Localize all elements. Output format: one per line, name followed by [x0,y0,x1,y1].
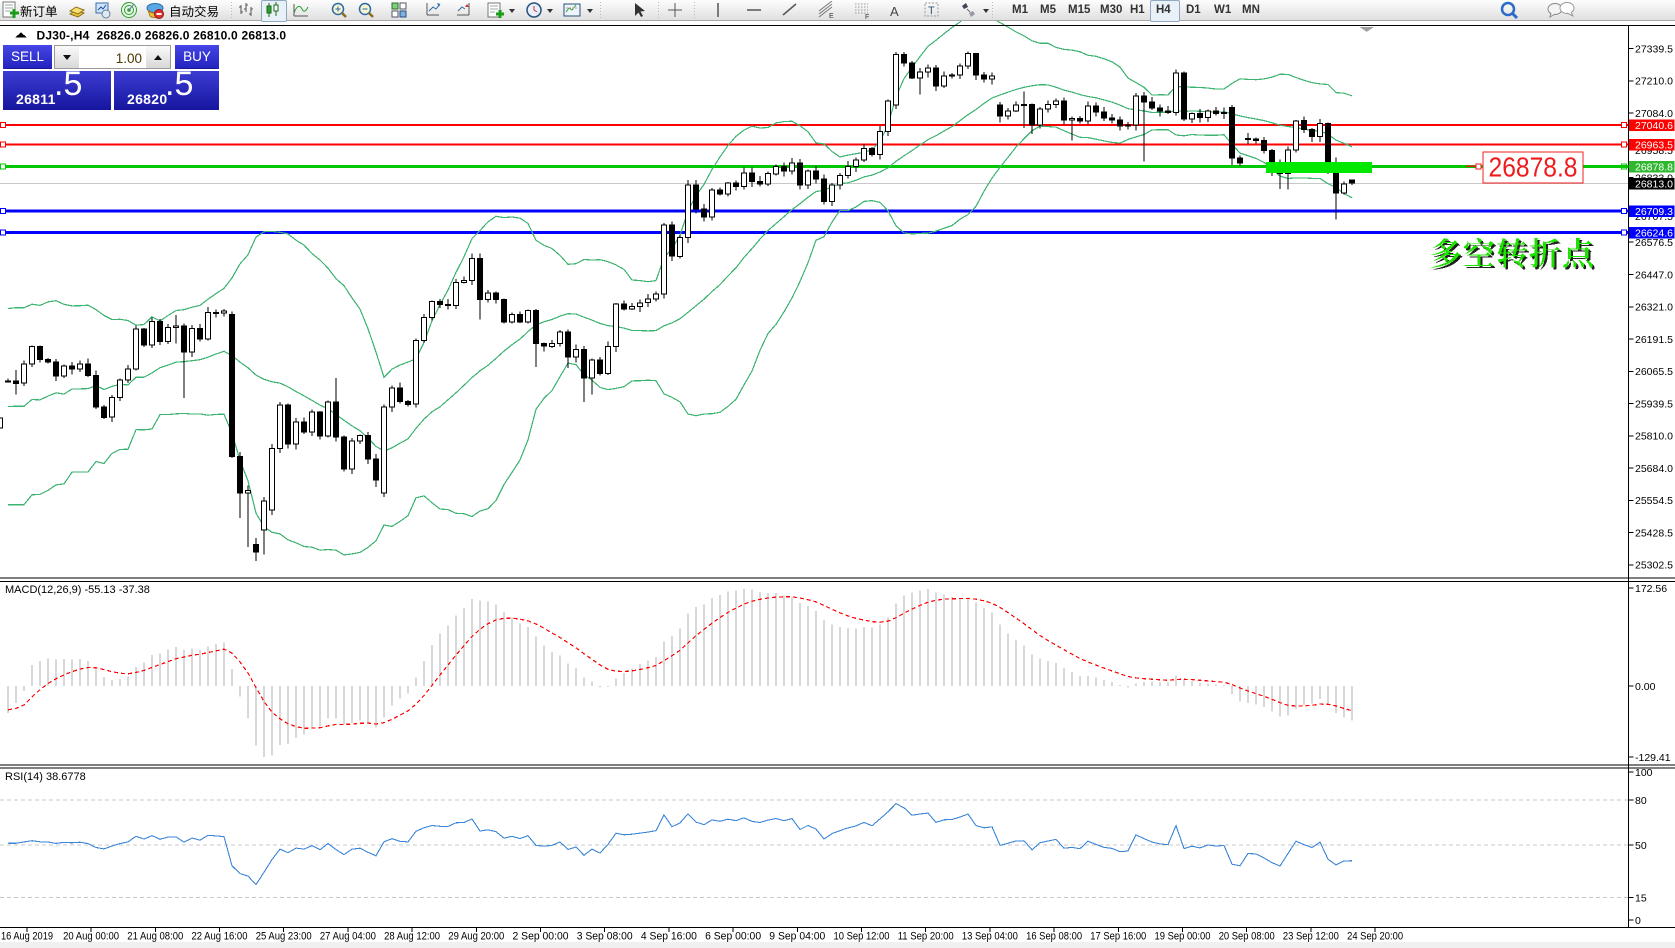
svg-text:6 Sep 00:00: 6 Sep 00:00 [705,931,761,943]
svg-text:100: 100 [1635,767,1653,779]
svg-text:-129.41: -129.41 [1635,752,1671,764]
svg-text:11 Sep 20:00: 11 Sep 20:00 [898,931,954,943]
svg-text:26447.0: 26447.0 [1635,269,1673,281]
svg-text:25684.0: 25684.0 [1635,463,1673,475]
svg-text:19 Sep 00:00: 19 Sep 00:00 [1155,931,1211,943]
svg-text:10 Sep 12:00: 10 Sep 12:00 [834,931,890,943]
svg-text:26878.8: 26878.8 [1489,152,1578,183]
svg-text:27210.0: 27210.0 [1635,76,1673,88]
svg-text:F: F [865,14,869,21]
svg-text:20 Sep 08:00: 20 Sep 08:00 [1219,931,1275,943]
svg-text:25 Aug 23:00: 25 Aug 23:00 [256,931,312,943]
svg-text:9 Sep 04:00: 9 Sep 04:00 [769,931,825,943]
svg-text:25810.0: 25810.0 [1635,431,1673,443]
svg-text:26624.6: 26624.6 [1635,228,1673,240]
svg-text:29 Aug 20:00: 29 Aug 20:00 [448,931,504,943]
svg-text:28 Aug 12:00: 28 Aug 12:00 [384,931,440,943]
svg-text:24 Sep 20:00: 24 Sep 20:00 [1347,931,1403,943]
svg-text:26813.0: 26813.0 [1635,179,1673,191]
svg-text:26878.8: 26878.8 [1635,161,1673,173]
svg-text:0.00: 0.00 [1635,681,1656,693]
svg-text:0: 0 [1635,915,1641,927]
svg-text:22 Aug 16:00: 22 Aug 16:00 [192,931,248,943]
svg-text:T: T [928,5,935,17]
svg-text:25302.5: 25302.5 [1635,560,1673,572]
svg-text:50: 50 [1635,840,1647,852]
svg-text:3 Sep 08:00: 3 Sep 08:00 [577,931,633,943]
svg-text:2 Sep 00:00: 2 Sep 00:00 [513,931,569,943]
svg-text:172.56: 172.56 [1635,583,1667,595]
svg-text:E: E [829,13,834,20]
svg-text:26709.3: 26709.3 [1635,206,1673,218]
svg-text:4 Sep 16:00: 4 Sep 16:00 [641,931,697,943]
svg-text:27084.0: 27084.0 [1635,108,1673,120]
svg-text:27040.6: 27040.6 [1635,120,1673,132]
svg-text:15: 15 [1635,893,1647,905]
svg-text:25554.5: 25554.5 [1635,495,1673,507]
svg-text:21 Aug 08:00: 21 Aug 08:00 [127,931,183,943]
svg-text:17 Sep 16:00: 17 Sep 16:00 [1090,931,1146,943]
svg-text:16 Aug 2019: 16 Aug 2019 [1,931,53,943]
svg-text:26321.0: 26321.0 [1635,302,1673,314]
svg-text:DJ30-,H4 26826.0 26826.0 2681: DJ30-,H4 26826.0 26826.0 26810.0 26813.0 [37,29,287,43]
svg-text:26191.5: 26191.5 [1635,334,1673,346]
svg-text:26065.5: 26065.5 [1635,366,1673,378]
svg-text:27 Aug 04:00: 27 Aug 04:00 [320,931,376,943]
svg-text:26576.5: 26576.5 [1635,237,1673,249]
svg-text:27339.5: 27339.5 [1635,43,1673,55]
svg-text:26963.5: 26963.5 [1635,140,1673,152]
svg-text:MACD(12,26,9) -55.13 -37.38: MACD(12,26,9) -55.13 -37.38 [5,584,150,596]
svg-text:25428.5: 25428.5 [1635,527,1673,539]
svg-text:25939.5: 25939.5 [1635,398,1673,410]
svg-text:20 Aug 00:00: 20 Aug 00:00 [63,931,119,943]
svg-text:16 Sep 08:00: 16 Sep 08:00 [1026,931,1082,943]
svg-text:RSI(14) 38.6778: RSI(14) 38.6778 [5,771,86,783]
svg-text:23 Sep 12:00: 23 Sep 12:00 [1283,931,1339,943]
svg-text:13 Sep 04:00: 13 Sep 04:00 [962,931,1018,943]
svg-text:80: 80 [1635,795,1647,807]
